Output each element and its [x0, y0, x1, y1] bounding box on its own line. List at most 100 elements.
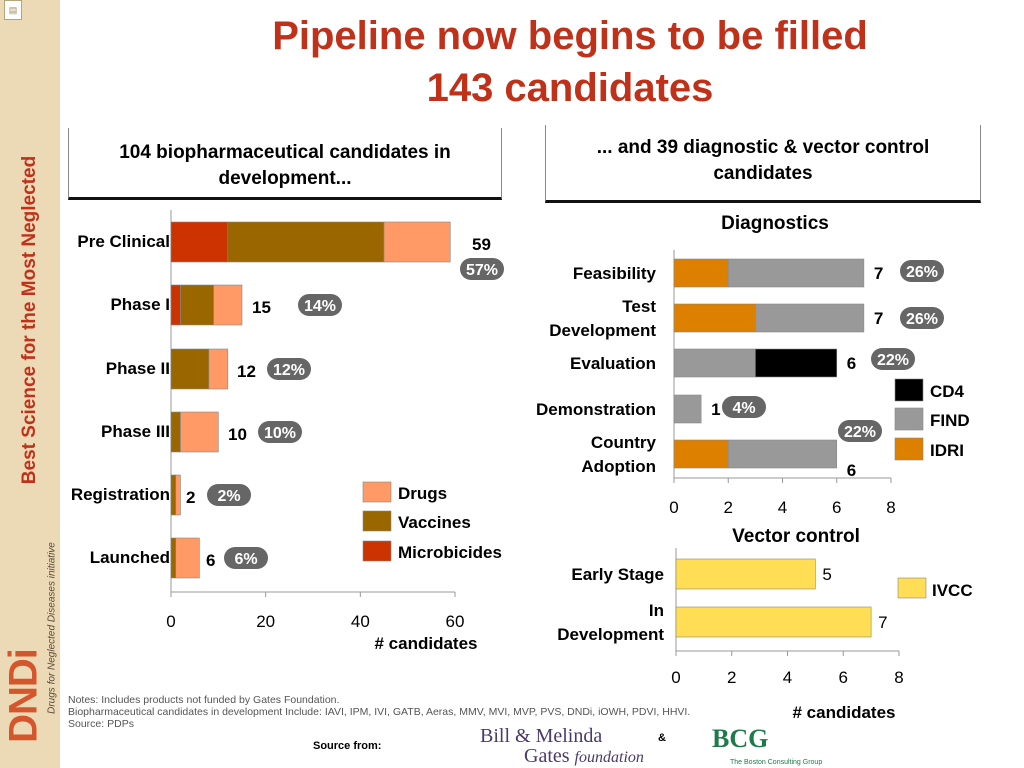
biopharma-bar-microbicides-phase-i [170, 284, 181, 326]
diagnostics-bar-idri-feasibility [673, 258, 729, 288]
vector-category-label: Early Stage [571, 565, 664, 584]
biopharma-percent-label: 12% [273, 362, 305, 379]
legend-label-microbicides: Microbicides [398, 543, 502, 562]
biopharma-total-label: 2 [186, 488, 195, 507]
biopharma-bar-drugs-pre-clinical [383, 221, 451, 263]
diagnostics-percent-label: 26% [906, 311, 938, 328]
biopharma-bar-drugs-phase-ii [208, 348, 229, 390]
legend-label-drugs: Drugs [398, 484, 447, 503]
vector-x-tick-label: 0 [671, 668, 680, 687]
diagnostics-total-label: 1 [711, 400, 720, 419]
biopharma-category-label: Phase I [110, 295, 170, 314]
diagnostics-bar-find-country-adoption [727, 439, 838, 469]
diagnostics-percent-label: 22% [877, 352, 909, 369]
diagnostics-category-label: Test [622, 297, 656, 316]
ampersand: & [658, 732, 666, 744]
biopharma-bar-drugs-phase-i [213, 284, 243, 326]
legend-swatch-cd4 [894, 378, 924, 402]
diagnostics-x-tick-label: 2 [724, 498, 733, 517]
bcg-logo-subtitle: The Boston Consulting Group [730, 759, 823, 766]
biopharma-bar-vaccines-phase-ii [170, 348, 210, 390]
vector-x-tick-label: 4 [783, 668, 792, 687]
biopharma-callout: 104 biopharmaceutical candidates in deve… [68, 128, 502, 200]
gates-foundation-logo: Bill & Melinda Gates foundation [480, 726, 644, 768]
biopharma-bar-vaccines-phase-i [180, 284, 214, 326]
biopharma-x-tick-label: 60 [446, 612, 465, 631]
diagnostics-title: Diagnostics [721, 213, 829, 234]
vector-bar-ivcc-early-stage [675, 558, 816, 590]
biopharma-bar-drugs-launched [175, 537, 200, 579]
vector-total-label: 7 [878, 613, 887, 632]
biopharma-x-axis-title: # candidates [375, 634, 478, 653]
biopharma-total-label: 6 [206, 551, 215, 570]
biopharma-total-label: 15 [252, 298, 271, 317]
diagnostics-x-tick-label: 8 [886, 498, 895, 517]
diagnostics-total-label: 7 [874, 309, 883, 328]
biopharma-bar-vaccines-launched [170, 537, 177, 579]
diagnostics-bar-find-test-development [755, 303, 865, 333]
diagnostics-bar-idri-country-adoption [673, 439, 729, 469]
biopharma-percent-label: 2% [217, 488, 240, 505]
biopharma-category-label: Phase III [101, 422, 170, 441]
diagnostics-percent-label-pill [722, 396, 766, 418]
diagnostics-category-label: Demonstration [536, 400, 656, 419]
notes-line-1: Notes: Includes products not funded by G… [68, 694, 340, 706]
diagnostics-percent-label-pill [900, 260, 944, 282]
biopharma-x-tick-label: 20 [256, 612, 275, 631]
biopharma-x-tick-label: 0 [166, 612, 175, 631]
bcg-logo: BCG [712, 724, 769, 753]
diagnostics-bar-find-demonstration [673, 394, 702, 424]
diagnostics-category-label: Evaluation [570, 354, 656, 373]
gates-logo-line-1: Bill & Melinda [480, 725, 603, 747]
biopharma-category-label: Registration [71, 485, 170, 504]
legend-swatch-microbicides [362, 540, 392, 562]
biopharma-bar-vaccines-pre-clinical [227, 221, 385, 263]
diagnostics-category-label: Feasibility [573, 264, 657, 283]
legend-swatch-vaccines [362, 510, 392, 532]
vector-control-title: Vector control [732, 526, 860, 547]
diagnostics-percent-label-pill [900, 307, 944, 329]
biopharma-category-label: Pre Clinical [77, 232, 170, 251]
notes-line-3: Source: PDPs [68, 718, 134, 730]
biopharma-bar-drugs-phase-iii [180, 411, 219, 453]
diagnostics-total-label: 6 [847, 354, 856, 373]
biopharma-percent-label-pill [258, 421, 302, 443]
biopharma-category-label: Phase II [106, 359, 170, 378]
diagnostics-percent-label-pill [871, 348, 915, 370]
diagnostics-category-label: Country [591, 433, 657, 452]
biopharma-percent-label: 6% [234, 551, 257, 568]
vector-category-label: Development [557, 625, 664, 644]
legend-label-find: FIND [930, 411, 970, 430]
legend-swatch-drugs [362, 481, 392, 503]
biopharma-percent-label-pill [224, 547, 268, 569]
biopharma-x-tick-label: 40 [351, 612, 370, 631]
diagnostics-callout: ... and 39 diagnostic & vector control c… [545, 125, 981, 203]
vector-bar-ivcc-in-development [675, 606, 872, 638]
biopharma-bar-microbicides-pre-clinical [170, 221, 229, 263]
biopharma-percent-label-pill [267, 358, 311, 380]
biopharma-percent-label-pill [207, 484, 251, 506]
legend-swatch-ivcc [897, 577, 927, 599]
sidebar: ▤ Best Science for the Most Neglected Dr… [0, 0, 60, 768]
biopharma-percent-label: 10% [264, 425, 296, 442]
vector-x-tick-label: 6 [839, 668, 848, 687]
diagnostics-total-label: 7 [874, 264, 883, 283]
gates-logo-line-2: Gates [524, 745, 570, 767]
source-label: Source from: [313, 740, 382, 752]
biopharma-total-label: 10 [228, 425, 247, 444]
biopharma-total-label: 12 [237, 362, 256, 381]
document-icon: ▤ [4, 0, 22, 20]
diagnostics-x-tick-label: 4 [778, 498, 787, 517]
notes: Notes: Includes products not funded by G… [68, 694, 690, 730]
biopharma-percent-label: 14% [304, 298, 336, 315]
diagnostics-bar-idri-test-development [673, 303, 756, 333]
vector-x-tick-label: 8 [894, 668, 903, 687]
diagnostics-bar-find-evaluation [673, 348, 756, 378]
biopharma-percent-label-pill [298, 294, 342, 316]
vector-x-tick-label: 2 [727, 668, 736, 687]
legend-swatch-idri [894, 437, 924, 461]
legend-label-idri: IDRI [930, 441, 964, 460]
diagnostics-bar-cd4-evaluation [755, 348, 838, 378]
biopharma-percent-label-pill [460, 258, 504, 280]
